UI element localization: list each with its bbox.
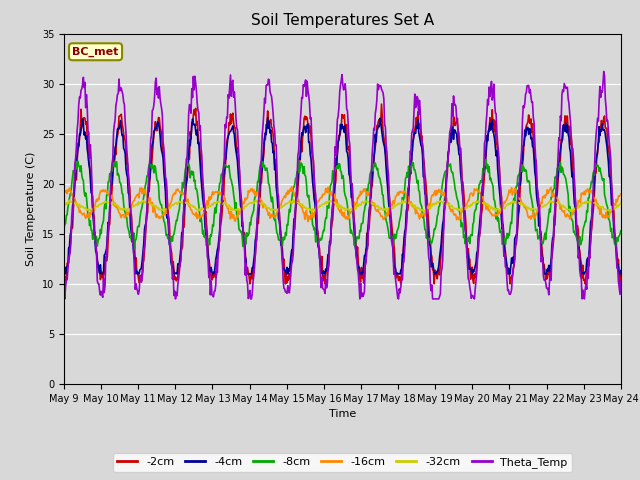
Text: BC_met: BC_met [72,47,119,57]
Y-axis label: Soil Temperature (C): Soil Temperature (C) [26,152,36,266]
Title: Soil Temperatures Set A: Soil Temperatures Set A [251,13,434,28]
Legend: -2cm, -4cm, -8cm, -16cm, -32cm, Theta_Temp: -2cm, -4cm, -8cm, -16cm, -32cm, Theta_Te… [113,453,572,472]
X-axis label: Time: Time [329,409,356,419]
